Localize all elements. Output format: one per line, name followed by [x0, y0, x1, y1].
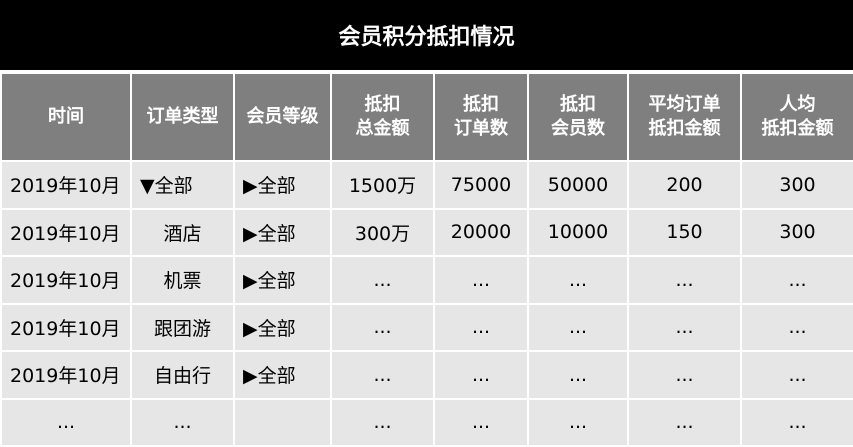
- header-order-type: 订单类型: [130, 72, 235, 162]
- cell-total-amount: ...: [330, 255, 435, 305]
- cell-avg-order-amount: ...: [627, 255, 742, 305]
- cell-avg-order-amount: ...: [627, 397, 742, 447]
- cell-order-count: ...: [433, 350, 529, 400]
- cell-time: 2019年10月: [0, 255, 132, 305]
- cell-order-type: 机票: [130, 255, 235, 305]
- header-member-level: 会员等级: [233, 72, 332, 162]
- cell-total-amount: 1500万: [330, 160, 435, 210]
- cell-member-level[interactable]: ▶全部: [233, 302, 332, 352]
- cell-total-amount: ...: [330, 302, 435, 352]
- cell-total-amount: ...: [330, 397, 435, 447]
- table-row: 2019年10月 跟团游 ▶全部...............: [0, 302, 853, 352]
- cell-per-capita-amount: ...: [740, 350, 853, 400]
- cell-per-capita-amount: ...: [740, 302, 853, 352]
- cell-member-count: ...: [527, 255, 629, 305]
- cell-member-count: 50000: [527, 160, 629, 210]
- cell-order-type: 酒店: [130, 207, 235, 257]
- cell-per-capita-amount: ...: [740, 255, 853, 305]
- cell-order-count: ...: [433, 397, 529, 447]
- cell-order-type: 自由行: [130, 350, 235, 400]
- cell-time: 2019年10月: [0, 302, 132, 352]
- cell-order-count: ...: [433, 255, 529, 305]
- cell-time: ...: [0, 397, 132, 447]
- cell-member-level[interactable]: ▶全部: [233, 350, 332, 400]
- cell-total-amount: ...: [330, 350, 435, 400]
- header-order-count: 抵扣 订单数: [433, 72, 529, 162]
- cell-per-capita-amount: 300: [740, 160, 853, 210]
- cell-member-level[interactable]: ▶全部: [233, 255, 332, 305]
- cell-order-count: 75000: [433, 160, 529, 210]
- cell-time: 2019年10月: [0, 207, 132, 257]
- header-avg-order-amount: 平均订单 抵扣金额: [627, 72, 742, 162]
- table-row: 2019年10月 酒店 ▶全部 300万 20000 10000 150 300: [0, 207, 853, 257]
- points-deduction-table: 时间 订单类型 会员等级 抵扣 总金额 抵扣 订单数 抵扣 会员数 平均订单 抵扣金额 人均 …: [0, 72, 853, 447]
- cell-member-count: ...: [527, 397, 629, 447]
- header-per-capita-amount: 人均 抵扣金额: [740, 72, 853, 162]
- cell-order-count: ...: [433, 302, 529, 352]
- cell-member-count: ...: [527, 302, 629, 352]
- table-row: 2019年10月 自由行 ▶全部...............: [0, 350, 853, 400]
- cell-order-type: ...: [130, 397, 235, 447]
- header-row: 时间 订单类型 会员等级 抵扣 总金额 抵扣 订单数 抵扣 会员数 平均订单 抵扣金额 人均 …: [0, 72, 853, 162]
- cell-per-capita-amount: 300: [740, 207, 853, 257]
- cell-avg-order-amount: 150: [627, 207, 742, 257]
- header-time: 时间: [0, 72, 132, 162]
- cell-order-type: 跟团游: [130, 302, 235, 352]
- header-total-amount: 抵扣 总金额: [330, 72, 435, 162]
- table-row: 2019年10月 ▼全部 ▶全部 1500万 75000 50000 200 300: [0, 160, 853, 210]
- cell-member-count: ...: [527, 350, 629, 400]
- cell-time: 2019年10月: [0, 160, 132, 210]
- table-title: 会员积分抵扣情况: [0, 0, 853, 72]
- cell-time: 2019年10月: [0, 350, 132, 400]
- cell-member-count: 10000: [527, 207, 629, 257]
- table-row: 2019年10月 机票 ▶全部...............: [0, 255, 853, 305]
- header-member-count: 抵扣 会员数: [527, 72, 629, 162]
- table-row: .....................: [0, 397, 853, 447]
- cell-member-level[interactable]: ▶全部: [233, 207, 332, 257]
- cell-avg-order-amount: ...: [627, 350, 742, 400]
- cell-order-type[interactable]: ▼全部: [130, 160, 235, 210]
- cell-avg-order-amount: ...: [627, 302, 742, 352]
- cell-member-level[interactable]: ▶全部: [233, 160, 332, 210]
- cell-total-amount: 300万: [330, 207, 435, 257]
- cell-order-count: 20000: [433, 207, 529, 257]
- cell-per-capita-amount: ...: [740, 397, 853, 447]
- cell-avg-order-amount: 200: [627, 160, 742, 210]
- cell-member-level: [233, 397, 332, 447]
